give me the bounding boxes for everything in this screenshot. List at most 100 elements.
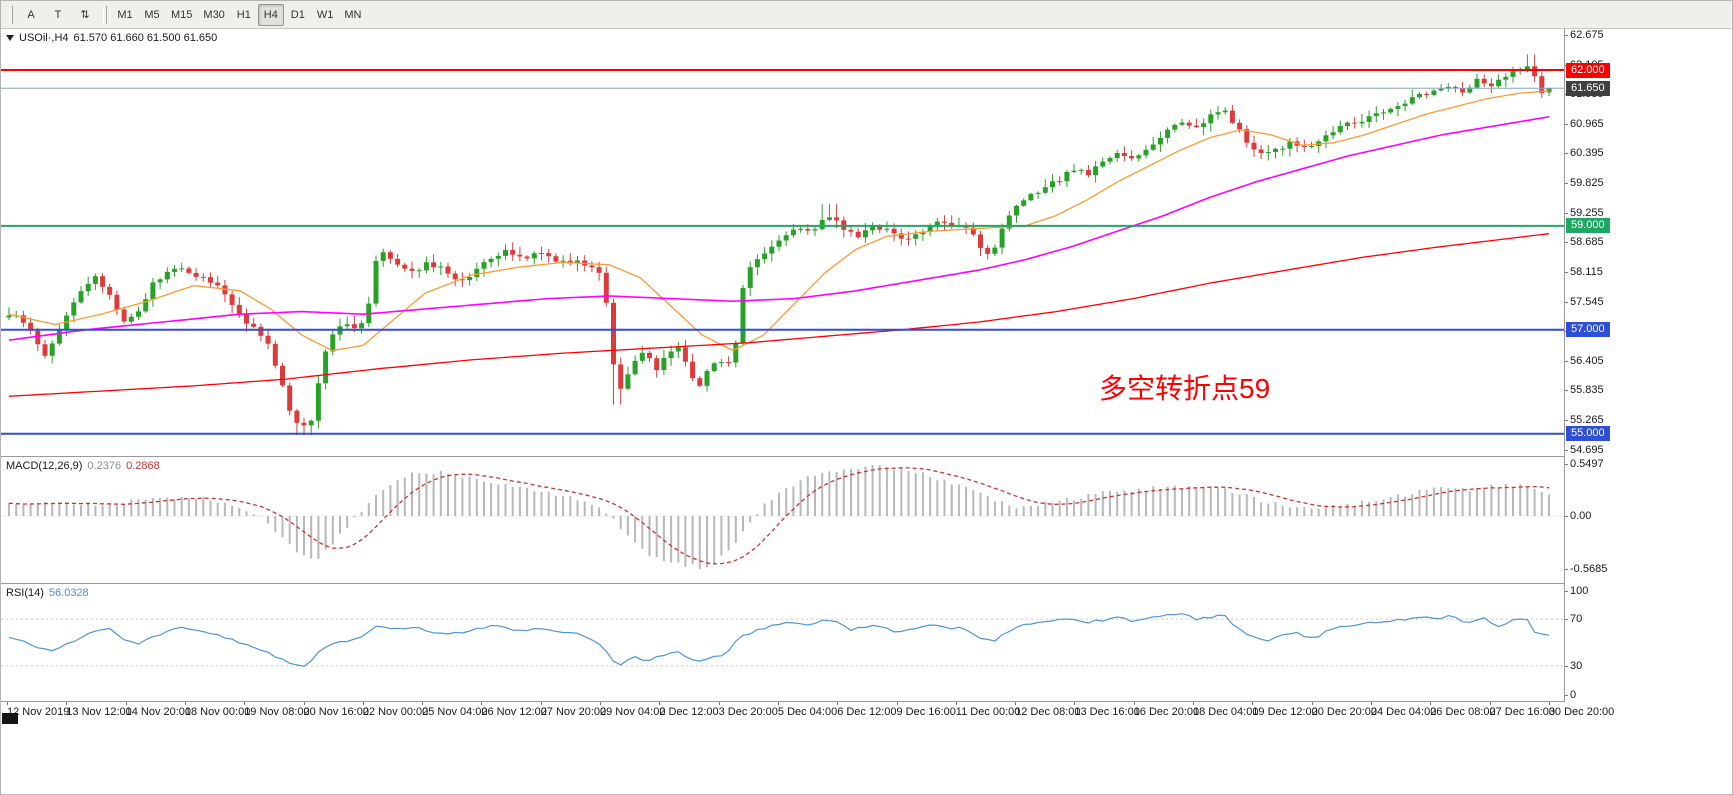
candle-body [783, 235, 789, 241]
candle-body [280, 365, 285, 386]
candle-body [553, 256, 559, 262]
toolbar-drag-handle[interactable] [103, 5, 107, 24]
timeframe-m30-button[interactable]: M30 [203, 8, 225, 21]
candle-body [762, 253, 768, 260]
candle-body [1114, 153, 1120, 158]
candle-body [1014, 205, 1019, 216]
pane-separator[interactable] [1, 583, 1732, 584]
candle-body [301, 422, 307, 426]
rsi-pane[interactable]: RSI(14) 56.0328 [1, 584, 1564, 701]
timeframe-w1-button[interactable]: W1 [316, 8, 334, 21]
candle-body [618, 364, 624, 389]
timeframe-m1-button[interactable]: M1 [117, 8, 133, 21]
toolbar-drag-handle[interactable] [9, 5, 13, 24]
macd-title: MACD(12,26,9) [6, 460, 83, 472]
candle-body [1323, 135, 1329, 142]
price-axis[interactable]: 62.67562.10561.53560.96560.39559.82559.2… [1564, 29, 1732, 702]
candle-body [157, 279, 163, 283]
candle-body [481, 262, 487, 269]
annotation-text[interactable]: 多空转折点59 [1099, 373, 1271, 404]
candle-body [819, 219, 825, 230]
price-axis-label: 58.685 [1565, 236, 1604, 249]
time-axis-label: 6 Dec 12:00 [837, 702, 897, 718]
candle-body [517, 254, 523, 257]
candle-body [567, 260, 573, 264]
macd-chart-svg[interactable] [1, 457, 1564, 583]
candle-body [1258, 149, 1264, 153]
time-axis-label: 22 Nov 00:00 [362, 702, 429, 718]
candle-body [315, 383, 321, 421]
candle-body [1244, 129, 1250, 143]
candle-body [891, 228, 897, 234]
candle-body [675, 347, 681, 352]
candle-body [229, 294, 235, 305]
candle-body [380, 252, 386, 261]
candle-body [992, 247, 998, 254]
price-chart-svg[interactable] [1, 29, 1564, 456]
candle-body [351, 324, 357, 329]
rsi-chart-svg[interactable] [1, 584, 1564, 701]
candle-body [236, 304, 242, 314]
main-chart-pane[interactable]: USOil·,H4 61.570 61.660 61.500 61.650 多空… [1, 29, 1564, 456]
timeframe-mn-button[interactable]: MN [344, 8, 362, 21]
time-axis-label: 24 Dec 04:00 [1370, 702, 1437, 718]
candle-body [1352, 122, 1358, 124]
candle-body [1165, 129, 1171, 138]
candle-body [704, 371, 710, 386]
timeframe-m15-button[interactable]: M15 [171, 8, 193, 21]
tile-windows-button[interactable]: ⇅ [80, 9, 90, 21]
time-axis-label: 25 Nov 04:00 [422, 702, 488, 718]
price-axis-label: 59.825 [1565, 177, 1604, 189]
candle-body [1129, 156, 1135, 159]
candle-body [913, 234, 919, 239]
candle-body [1539, 76, 1545, 93]
time-axis[interactable]: 12 Nov 2019 13 Nov 12:00 14 Nov 20:00 18 No… [1, 702, 1732, 725]
time-axis-label: 26 Nov 12:00 [481, 702, 547, 718]
text-tool-button[interactable]: T [54, 8, 62, 21]
candle-body [1546, 88, 1552, 93]
candle-body [1035, 192, 1041, 194]
price-tag-57-000: 57.000 [1566, 322, 1610, 338]
candle-body [1345, 122, 1350, 126]
candle-body [1474, 78, 1480, 88]
candle-body [1136, 155, 1142, 159]
candle-body [495, 255, 501, 259]
macd-pane[interactable]: MACD(12,26,9) 0.2376 0.2868 [1, 457, 1564, 583]
candle-body [531, 253, 537, 259]
candle-body [1093, 166, 1099, 176]
nav-box [2, 713, 18, 724]
candle-body [942, 221, 947, 223]
candle-body [193, 273, 199, 277]
candle-body [265, 335, 271, 344]
candle-body [1467, 87, 1473, 93]
candle-body [834, 217, 840, 221]
pane-separator[interactable] [1, 456, 1732, 457]
candle-body [1071, 170, 1077, 172]
timeframe-h1-button[interactable]: H1 [236, 8, 251, 21]
candle-body [848, 229, 854, 232]
candle-body [690, 361, 696, 379]
macd-value: 0.2376 [87, 460, 122, 472]
timeframe-d1-button[interactable]: D1 [290, 8, 305, 21]
symbol-timeframe-label: USOil·,H4 [19, 32, 69, 44]
pointer-tool-button[interactable]: A [27, 8, 35, 21]
price-tag-62-000: 62.000 [1566, 62, 1610, 78]
candle-body [1028, 193, 1034, 201]
timeframe-h4-button[interactable]: H4 [257, 3, 284, 26]
candle-body [711, 363, 717, 372]
candle-body [35, 330, 41, 345]
price-axis-label: 54.695 [1565, 443, 1604, 456]
candle-body [1309, 146, 1314, 147]
candle-body [438, 266, 444, 268]
candle-body [42, 344, 48, 356]
timeframe-m5-button[interactable]: M5 [144, 8, 160, 21]
candle-body [754, 259, 760, 268]
toolbar: A T ⇅ M1 M5 M15 M30 H1 H4 D1 W1 MN [1, 1, 1732, 29]
candle-body [114, 294, 120, 310]
candle-body [287, 385, 293, 411]
candle-body [805, 229, 811, 231]
candle-body [589, 265, 595, 268]
time-axis-label: 5 Dec 04:00 [777, 702, 838, 718]
symbol-dropdown-icon[interactable] [6, 35, 14, 41]
pane-separator[interactable] [1, 701, 1732, 702]
